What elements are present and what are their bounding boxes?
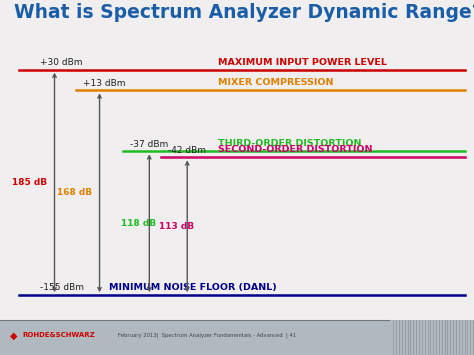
Text: 185 dB: 185 dB [12, 178, 47, 187]
Text: MINIMUM NOISE FLOOR (DANL): MINIMUM NOISE FLOOR (DANL) [109, 283, 277, 292]
Text: ◆: ◆ [10, 331, 18, 340]
Text: 168 dB: 168 dB [57, 188, 92, 197]
Text: 113 dB: 113 dB [159, 222, 194, 231]
Text: What is Spectrum Analyzer Dynamic Range?: What is Spectrum Analyzer Dynamic Range? [14, 3, 474, 22]
Text: MIXER COMPRESSION: MIXER COMPRESSION [218, 78, 334, 87]
Text: February 2013|  Spectrum Analyzer Fundamentals - Advanced  | 41: February 2013| Spectrum Analyzer Fundame… [118, 333, 297, 338]
Text: -155 dBm: -155 dBm [40, 283, 84, 293]
Text: MAXIMUM INPUT POWER LEVEL: MAXIMUM INPUT POWER LEVEL [218, 58, 387, 66]
Text: -42 dBm: -42 dBm [168, 146, 206, 155]
Text: THIRD-ORDER DISTORTION: THIRD-ORDER DISTORTION [218, 139, 362, 148]
Text: SECOND-ORDER DISTORTION: SECOND-ORDER DISTORTION [218, 145, 373, 154]
Text: 118 dB: 118 dB [121, 219, 156, 228]
Text: ROHDE&SCHWARZ: ROHDE&SCHWARZ [23, 333, 96, 338]
Text: -37 dBm: -37 dBm [130, 140, 169, 149]
Text: +13 dBm: +13 dBm [83, 79, 126, 88]
Text: +30 dBm: +30 dBm [40, 58, 83, 67]
